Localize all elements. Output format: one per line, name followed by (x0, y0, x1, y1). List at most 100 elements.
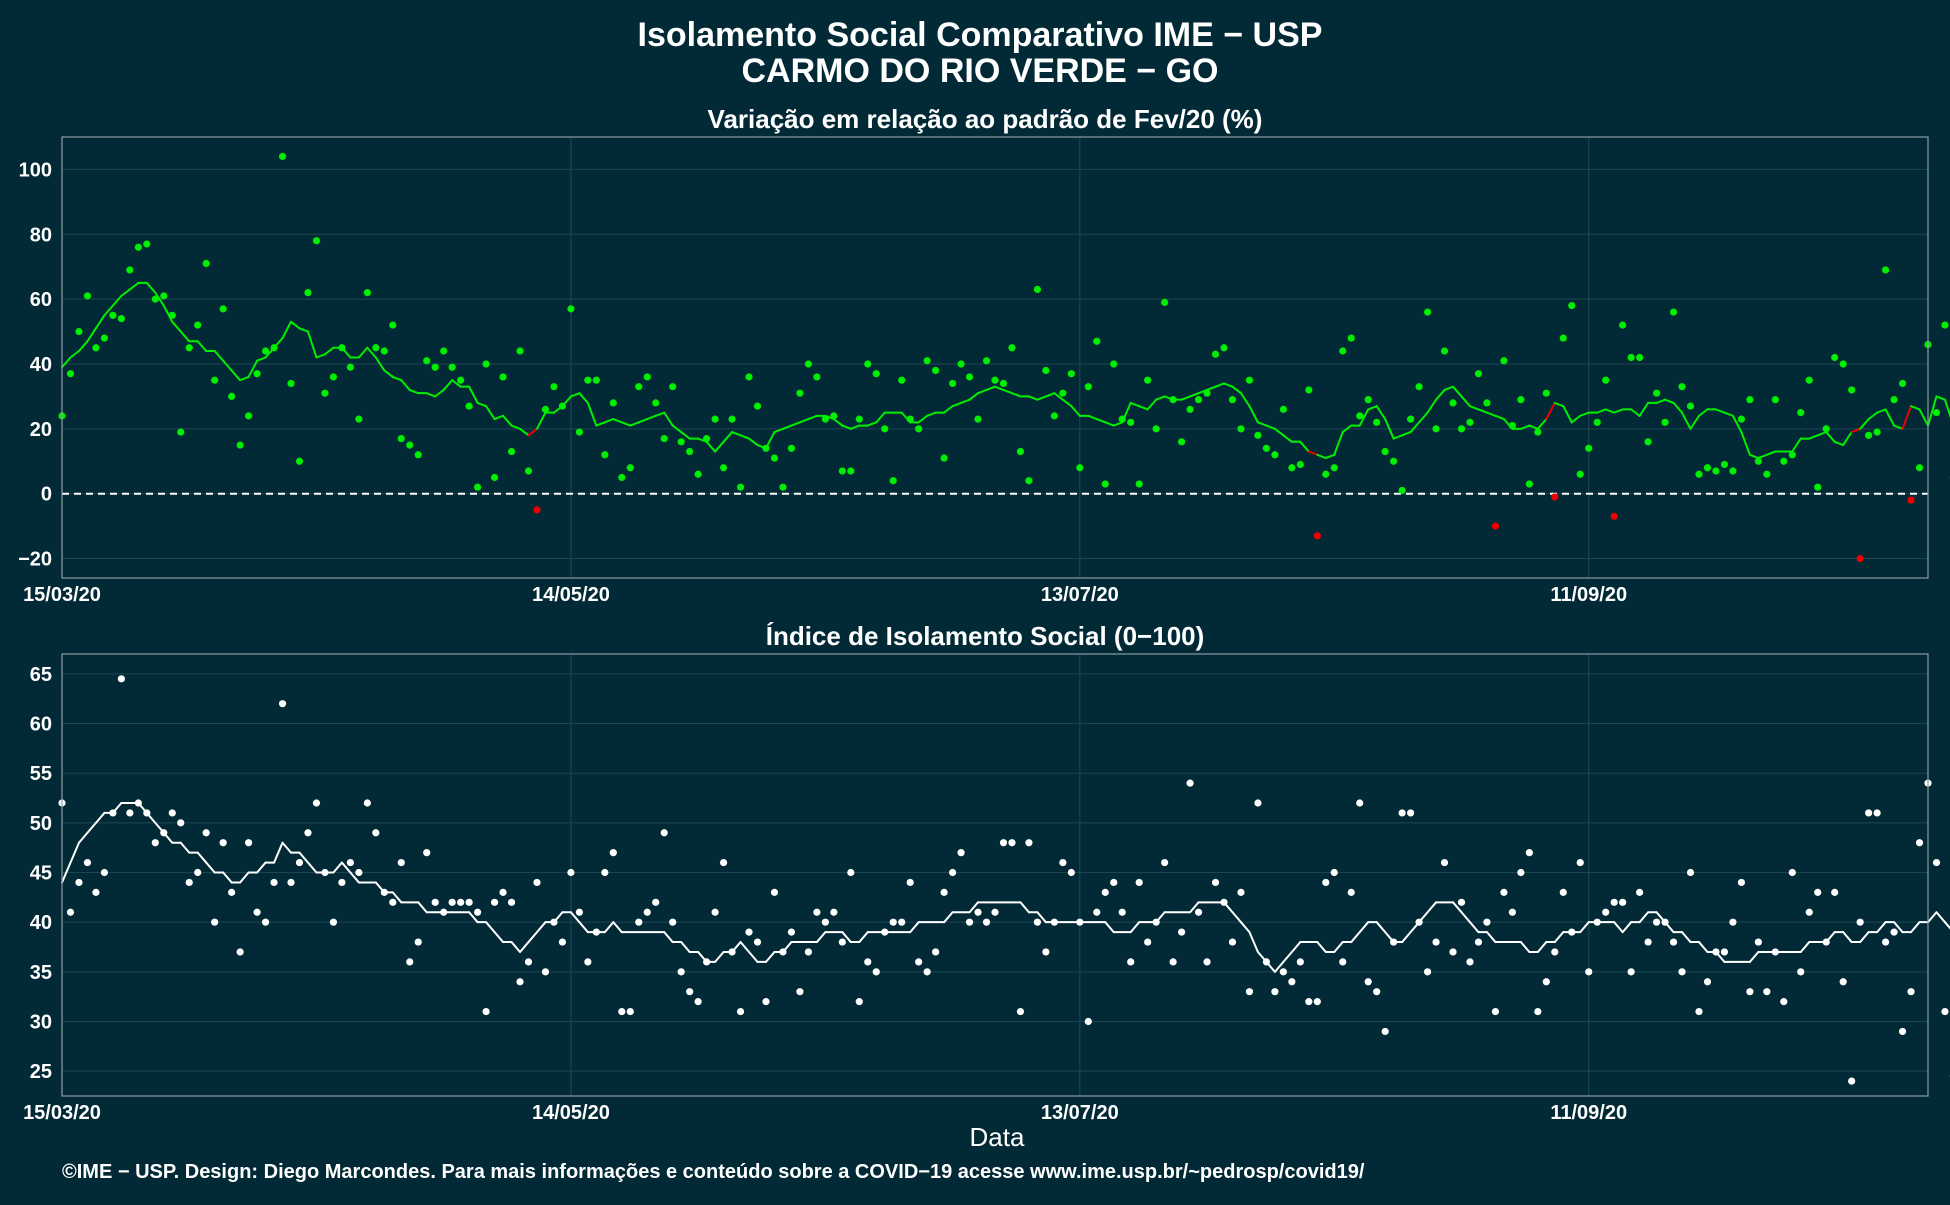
data-point (1840, 978, 1847, 985)
data-point (1144, 377, 1151, 384)
data-point (1738, 879, 1745, 886)
data-point (1144, 938, 1151, 945)
data-point (1153, 919, 1160, 926)
data-point (1305, 998, 1312, 1005)
data-point (1517, 869, 1524, 876)
data-point (313, 237, 320, 244)
data-point (542, 968, 549, 975)
data-point (601, 869, 608, 876)
data-point (415, 451, 422, 458)
data-point (1899, 380, 1906, 387)
data-point (1619, 899, 1626, 906)
data-point (550, 383, 557, 390)
data-point (1212, 879, 1219, 886)
x-tick-label: 11/09/20 (1550, 1102, 1627, 1124)
data-point (1127, 958, 1134, 965)
data-point (1517, 396, 1524, 403)
data-point (1085, 1018, 1092, 1025)
data-point (364, 289, 371, 296)
data-point (118, 675, 125, 682)
data-point (941, 454, 948, 461)
data-point (1348, 334, 1355, 341)
data-point (1509, 422, 1516, 429)
data-point (1865, 432, 1872, 439)
y-tick-label: 100 (19, 159, 52, 181)
data-point (245, 412, 252, 419)
data-point (1526, 849, 1533, 856)
data-point (856, 998, 863, 1005)
data-point (1339, 958, 1346, 965)
y-tick-label: −20 (18, 549, 52, 571)
data-point (991, 909, 998, 916)
data-point (1025, 839, 1032, 846)
data-point (1492, 523, 1499, 530)
data-point (610, 849, 617, 856)
data-point (508, 899, 515, 906)
data-point (1017, 448, 1024, 455)
data-point (1271, 451, 1278, 458)
data-point (1119, 416, 1126, 423)
data-point (92, 889, 99, 896)
data-point (898, 919, 905, 926)
data-point (1008, 344, 1015, 351)
data-point (957, 849, 964, 856)
data-point (279, 700, 286, 707)
data-point (1034, 919, 1041, 926)
data-point (432, 364, 439, 371)
data-point (1636, 889, 1643, 896)
data-point (627, 464, 634, 471)
data-point (1941, 1008, 1948, 1015)
data-point (1619, 321, 1626, 328)
data-point (1220, 899, 1227, 906)
data-point (1042, 948, 1049, 955)
data-point (152, 839, 159, 846)
data-point (1051, 412, 1058, 419)
data-point (169, 809, 176, 816)
data-point (1933, 409, 1940, 416)
data-point (1823, 425, 1830, 432)
data-point (830, 909, 837, 916)
data-point (1721, 948, 1728, 955)
data-point (533, 506, 540, 513)
data-point (1466, 958, 1473, 965)
data-point (1178, 438, 1185, 445)
data-point (296, 859, 303, 866)
data-point (262, 347, 269, 354)
data-point (1449, 948, 1456, 955)
data-point (932, 948, 939, 955)
data-point (1738, 416, 1745, 423)
data-point (287, 879, 294, 886)
data-point (253, 370, 260, 377)
data-point (186, 344, 193, 351)
data-point (1678, 383, 1685, 390)
data-point (1161, 299, 1168, 306)
data-point (839, 467, 846, 474)
y-tick-label: 20 (30, 419, 52, 441)
data-point (1534, 428, 1541, 435)
data-point (109, 809, 116, 816)
data-point (1322, 471, 1329, 478)
data-point (355, 416, 362, 423)
data-point (1399, 487, 1406, 494)
data-point (924, 357, 931, 364)
data-point (533, 879, 540, 886)
data-point (1297, 958, 1304, 965)
data-point (974, 909, 981, 916)
data-point (1526, 480, 1533, 487)
data-point (304, 829, 311, 836)
data-point (1916, 839, 1923, 846)
data-point (1831, 889, 1838, 896)
data-point (1195, 909, 1202, 916)
data-point (67, 909, 74, 916)
data-point (1645, 438, 1652, 445)
x-tick-label: 14/05/20 (532, 584, 610, 606)
data-point (321, 390, 328, 397)
data-point (1755, 938, 1762, 945)
data-point (67, 370, 74, 377)
data-point (415, 938, 422, 945)
data-point (338, 879, 345, 886)
data-point (1170, 396, 1177, 403)
data-point (1407, 416, 1414, 423)
data-point (1136, 879, 1143, 886)
data-point (1560, 889, 1567, 896)
